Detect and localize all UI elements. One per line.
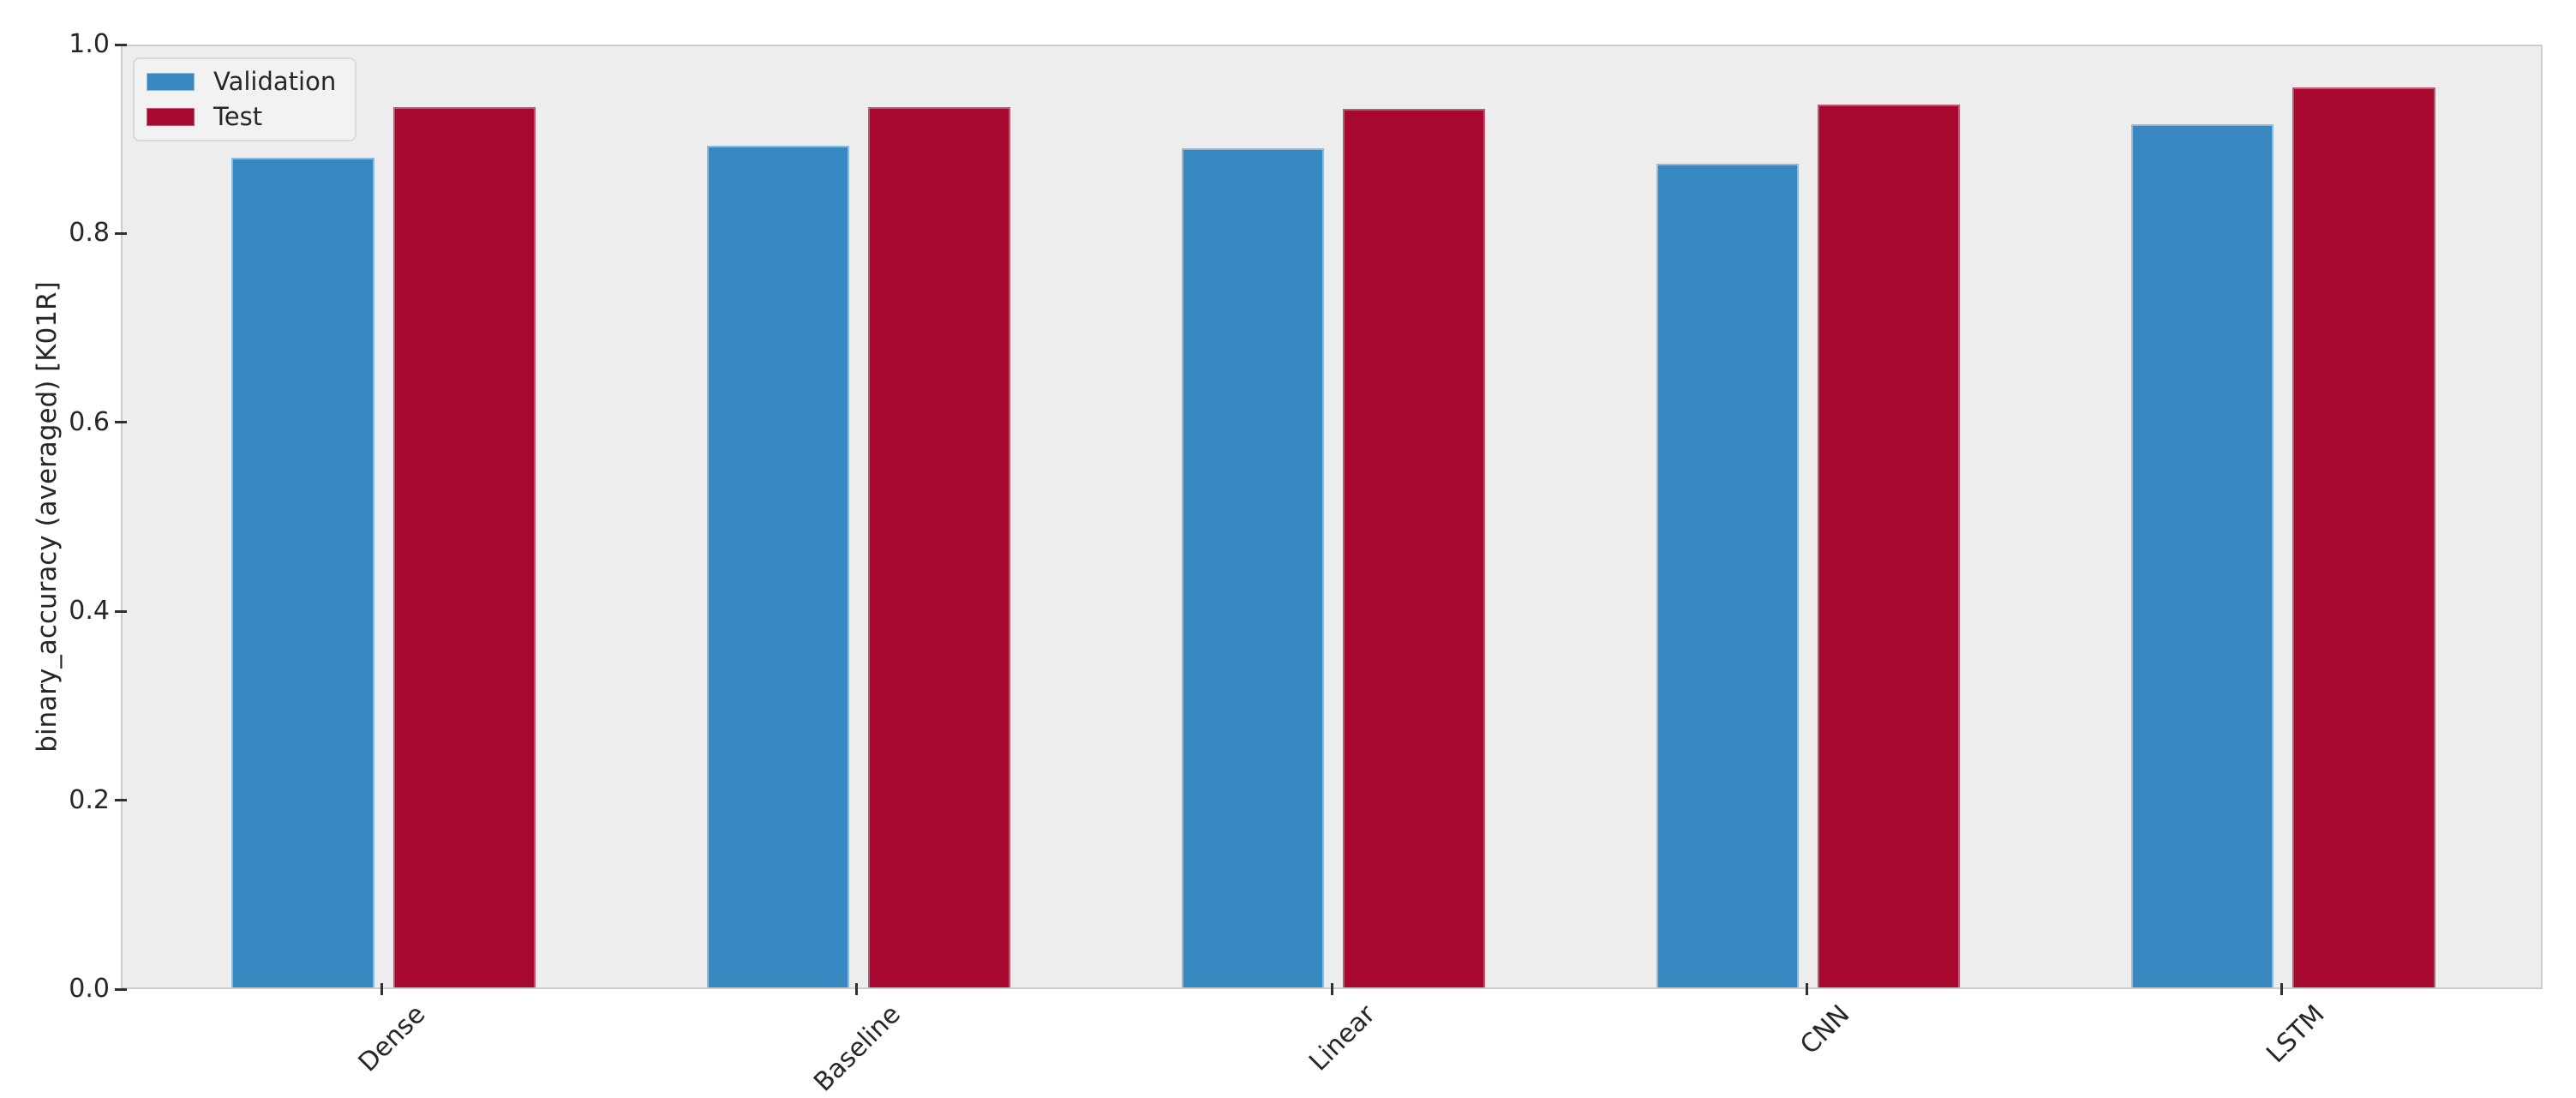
x-tick-label-baseline: Baseline xyxy=(807,999,907,1098)
x-tick-mark xyxy=(2279,983,2283,995)
bar-validation-baseline xyxy=(706,146,849,987)
y-tick-label: 0.0 xyxy=(69,974,110,1004)
legend: Validation Test xyxy=(133,57,357,141)
y-tick-mark xyxy=(115,609,127,613)
y-tick-label: 0.2 xyxy=(69,784,110,815)
x-tick-label-dense: Dense xyxy=(352,999,432,1078)
bar-validation-cnn xyxy=(1656,164,1800,987)
legend-swatch-test xyxy=(147,108,195,126)
bar-test-dense xyxy=(392,106,536,987)
bar-validation-linear xyxy=(1181,148,1324,987)
y-tick-mark xyxy=(115,799,127,802)
bar-test-linear xyxy=(1343,109,1486,987)
y-tick-label: 0.8 xyxy=(69,218,110,249)
x-tick-label-linear: Linear xyxy=(1303,999,1381,1077)
y-tick-mark xyxy=(115,421,127,424)
x-tick-mark xyxy=(1805,983,1808,995)
bar-validation-dense xyxy=(231,158,374,987)
x-tick-label-cnn: CNN xyxy=(1794,999,1856,1061)
y-tick-mark xyxy=(115,43,127,46)
plot-area: Validation Test xyxy=(121,45,2543,989)
legend-label-validation: Validation xyxy=(213,67,337,96)
x-tick-label-lstm: LSTM xyxy=(2261,999,2331,1070)
x-tick-mark xyxy=(855,983,859,995)
legend-item-test: Test xyxy=(147,105,336,129)
bar-test-cnn xyxy=(1818,104,1961,987)
bar-test-lstm xyxy=(2292,87,2435,987)
bar-test-baseline xyxy=(867,106,1011,987)
y-tick-label: 0.4 xyxy=(69,596,110,627)
y-tick-label: 0.6 xyxy=(69,406,110,437)
y-tick-mark xyxy=(115,987,127,991)
x-tick-mark xyxy=(380,983,384,995)
legend-swatch-validation xyxy=(147,73,195,91)
bar-validation-lstm xyxy=(2130,123,2274,987)
y-tick-mark xyxy=(115,231,127,235)
y-axis-label: binary_accuracy (averaged) [K01R] xyxy=(32,281,63,753)
x-tick-mark xyxy=(1330,983,1333,995)
y-tick-label: 1.0 xyxy=(69,29,110,59)
legend-label-test: Test xyxy=(213,102,263,131)
legend-item-validation: Validation xyxy=(147,69,336,94)
